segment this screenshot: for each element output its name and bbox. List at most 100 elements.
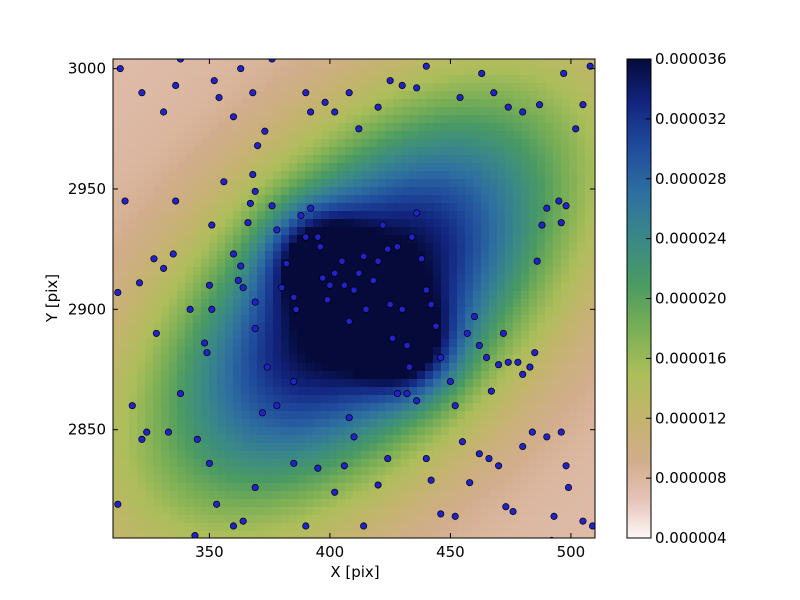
heatmap-cell (297, 459, 306, 468)
heatmap-cell (433, 371, 442, 380)
heatmap-cell (345, 403, 354, 412)
heatmap-cell (225, 411, 234, 420)
heatmap-cell (169, 315, 178, 324)
heatmap-cell (593, 347, 595, 356)
heatmap-cell (505, 363, 514, 372)
heatmap-cell (265, 131, 274, 140)
heatmap-cell (281, 131, 290, 140)
heatmap-cell (409, 267, 418, 276)
heatmap-cell (577, 507, 586, 516)
heatmap-cell (529, 411, 538, 420)
heatmap-cell (233, 107, 242, 116)
heatmap-cell (113, 371, 122, 380)
heatmap-cell (249, 75, 258, 84)
heatmap-cell (345, 467, 354, 476)
heatmap-cell (137, 395, 146, 404)
heatmap-cell (265, 403, 274, 412)
data-point (128, 402, 136, 410)
heatmap-cell (417, 315, 426, 324)
heatmap-cell (265, 347, 274, 356)
heatmap-cell (497, 531, 506, 538)
heatmap-cell (577, 379, 586, 388)
heatmap-cell (185, 419, 194, 428)
heatmap-cell (361, 403, 370, 412)
heatmap-cell (433, 227, 442, 236)
heatmap-cell (137, 123, 146, 132)
heatmap-cell (385, 323, 394, 332)
heatmap-cell (129, 339, 138, 348)
heatmap-cell (353, 355, 362, 364)
heatmap-cell (201, 387, 210, 396)
heatmap-cell (225, 59, 234, 68)
heatmap-cell (249, 155, 258, 164)
heatmap-cell (401, 67, 410, 76)
heatmap-cell (585, 331, 594, 340)
heatmap-cell (577, 307, 586, 316)
heatmap-cell (289, 131, 298, 140)
heatmap-cell (265, 243, 274, 252)
heatmap-cell (273, 235, 282, 244)
heatmap-cell (513, 451, 522, 460)
heatmap-cell (257, 155, 266, 164)
heatmap-cell (409, 371, 418, 380)
heatmap-cell (481, 283, 490, 292)
heatmap-cell (385, 259, 394, 268)
heatmap-cell (457, 59, 466, 68)
heatmap-cell (441, 499, 450, 508)
heatmap-cell (409, 299, 418, 308)
heatmap-cell (513, 99, 522, 108)
heatmap-cell (465, 179, 474, 188)
heatmap-cell (217, 115, 226, 124)
heatmap-cell (193, 235, 202, 244)
heatmap-cell (217, 427, 226, 436)
heatmap-cell (465, 99, 474, 108)
heatmap-cell (161, 363, 170, 372)
heatmap-cell (257, 435, 266, 444)
heatmap-cell (553, 387, 562, 396)
heatmap-cell (473, 203, 482, 212)
heatmap-cell (273, 451, 282, 460)
data-point (379, 221, 387, 229)
heatmap-cell (537, 523, 546, 532)
heatmap-cell (233, 163, 242, 172)
heatmap-cell (169, 427, 178, 436)
heatmap-cell (217, 347, 226, 356)
heatmap-cell (145, 339, 154, 348)
heatmap-cell (393, 235, 402, 244)
heatmap-cell (329, 259, 338, 268)
heatmap-cell (473, 323, 482, 332)
heatmap-cell (545, 243, 554, 252)
heatmap-cell (257, 523, 266, 532)
heatmap-cell (129, 331, 138, 340)
heatmap-cell (569, 323, 578, 332)
heatmap-cell (329, 515, 338, 524)
heatmap-cell (457, 187, 466, 196)
heatmap-cell (425, 379, 434, 388)
heatmap-cell (225, 267, 234, 276)
heatmap-cell (585, 163, 594, 172)
heatmap-cell (297, 171, 306, 180)
heatmap-cell (297, 163, 306, 172)
heatmap-cell (201, 435, 210, 444)
heatmap-cell (177, 91, 186, 100)
heatmap-cell (225, 91, 234, 100)
heatmap-cell (145, 491, 154, 500)
heatmap-cell (321, 179, 330, 188)
heatmap-cell (113, 99, 122, 108)
heatmap-cell (505, 91, 514, 100)
data-point (538, 221, 546, 229)
heatmap-cell (465, 531, 474, 538)
heatmap-cell (337, 443, 346, 452)
heatmap-cell (281, 379, 290, 388)
heatmap-cell (393, 427, 402, 436)
heatmap-cell (593, 427, 595, 436)
heatmap-cell (369, 219, 378, 228)
heatmap-cell (193, 379, 202, 388)
heatmap-cell (465, 459, 474, 468)
heatmap-cell (361, 419, 370, 428)
heatmap-cell (209, 67, 218, 76)
heatmap-cell (393, 211, 402, 220)
heatmap-cell (337, 355, 346, 364)
heatmap-cell (441, 531, 450, 538)
heatmap-cell (329, 395, 338, 404)
